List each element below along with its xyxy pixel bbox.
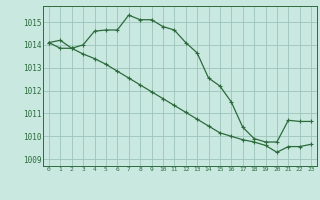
Text: Graphe pression niveau de la mer (hPa): Graphe pression niveau de la mer (hPa): [58, 184, 262, 193]
